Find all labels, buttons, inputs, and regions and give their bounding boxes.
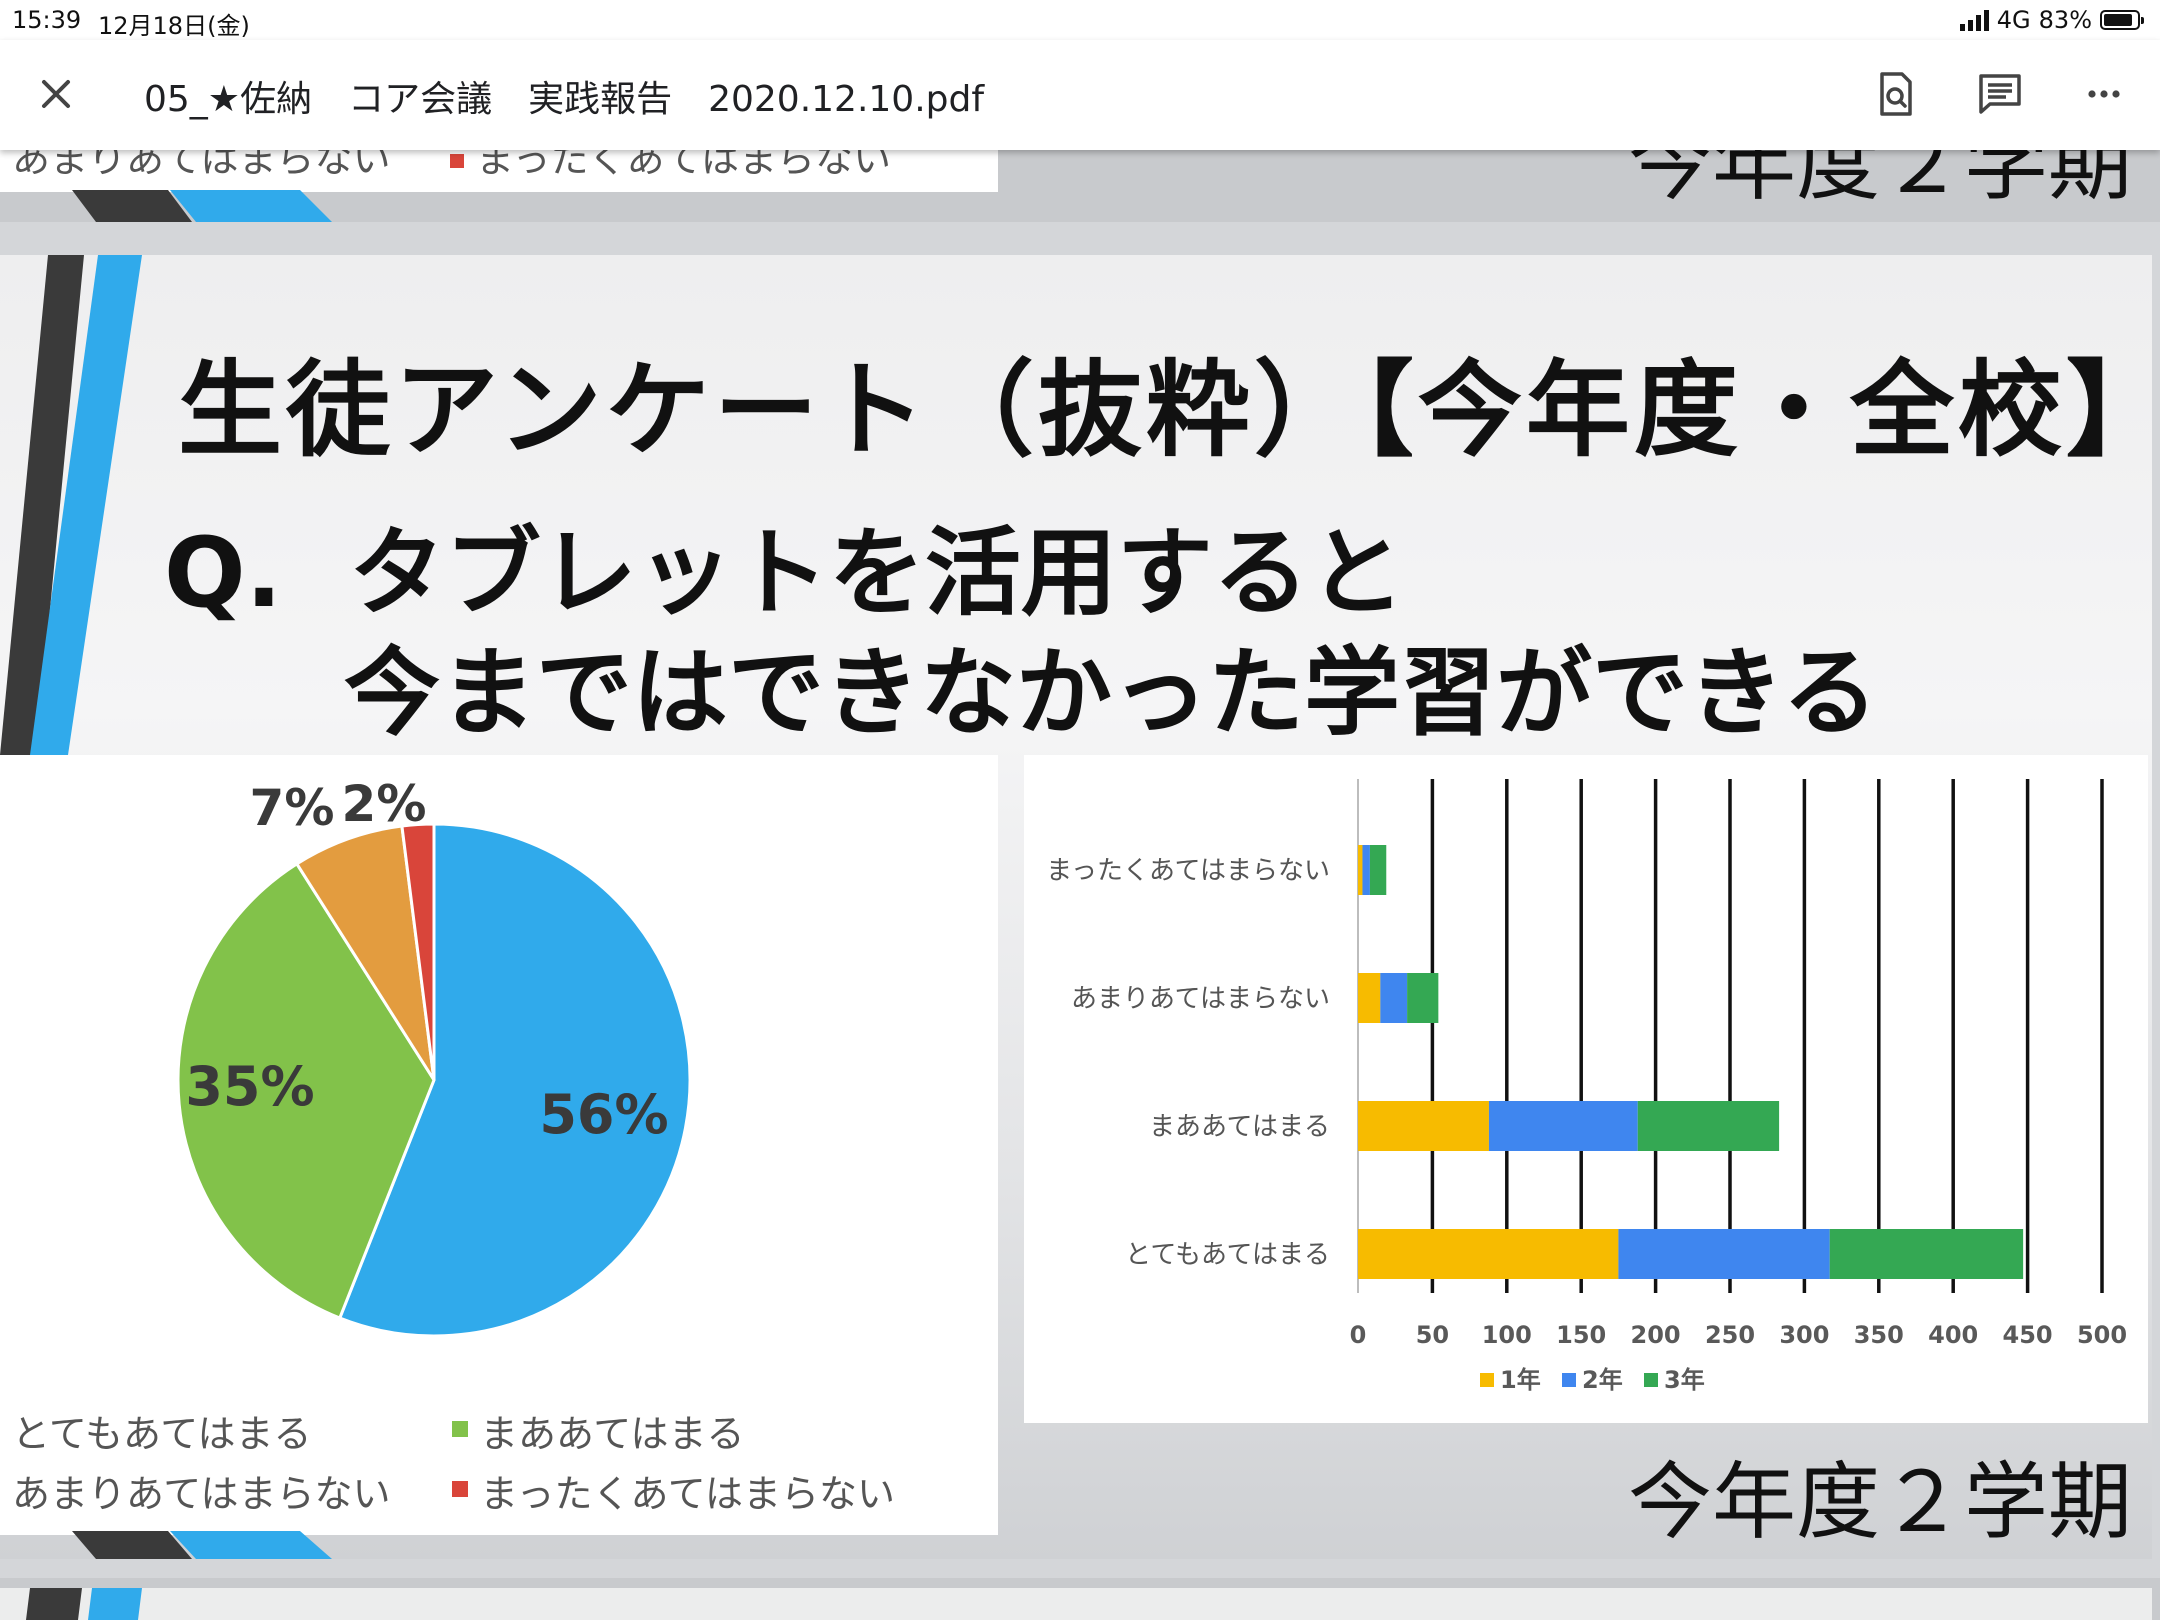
- bar-legend-label: 3年: [1664, 1366, 1705, 1394]
- y-category-label: まああてはまる: [1149, 1112, 1330, 1142]
- slide-title: 生徒アンケート（抜粋）【今年度・全校】: [178, 349, 2152, 471]
- bar-segment: [1358, 845, 1363, 895]
- x-tick-label: 50: [1416, 1321, 1449, 1349]
- pie-legend-label: とてもあてはまる: [12, 1412, 311, 1456]
- pie-data-label: 7%: [250, 779, 335, 837]
- bar-segment: [1618, 1229, 1830, 1279]
- bar-chart-panel: 0 50 100 150 200 250 300 350 400 450 500 まったくあてはまらな…: [1024, 755, 2148, 1423]
- prev-legend-panel: あまりあてはまらない まったくあてはまらない: [0, 150, 998, 192]
- x-tick-label: 200: [1631, 1321, 1681, 1349]
- x-tick-label: 150: [1556, 1321, 1606, 1349]
- bar-legend-swatch: [1480, 1373, 1494, 1387]
- prev-term-label: 今年度２学期: [1628, 114, 2133, 212]
- close-icon[interactable]: [34, 72, 78, 116]
- pie-slice: [400, 822, 436, 1081]
- slide-page: 生徒アンケート（抜粋）【今年度・全校】 Q. タブレットを活用すると 今まではで…: [0, 255, 2152, 1559]
- next-stripes: [26, 1588, 142, 1620]
- status-bar: 15:39 12月18日(金) 4G 83%: [0, 0, 2160, 40]
- question-line-2: 今まではできなかった学習ができる: [344, 637, 1879, 749]
- x-tick-label: 100: [1482, 1321, 1532, 1349]
- pie-legend-label: まったくあてはまらない: [480, 1472, 895, 1516]
- bar-legend-swatch: [1562, 1373, 1576, 1387]
- term-label: 今年度２学期: [1628, 1453, 2133, 1551]
- bar-segment: [1829, 1229, 2024, 1279]
- prev-legend-right: まったくあてはまらない: [476, 150, 891, 181]
- bar-segment: [1358, 1229, 1619, 1279]
- pie-legend-swatch: [452, 1481, 468, 1497]
- x-tick-label: 300: [1779, 1321, 1829, 1349]
- slide-bottom-stripes: [72, 1531, 332, 1559]
- bar-chart: 0 50 100 150 200 250 300 350 400 450 500 まったくあてはまらな…: [1046, 779, 2127, 1394]
- pie-legend-label: あまりあてはまらない: [12, 1472, 390, 1516]
- status-right: 4G 83%: [1959, 6, 2144, 34]
- comment-icon[interactable]: [1976, 70, 2024, 118]
- slide-stripes: [0, 255, 142, 755]
- y-category-label: とてもあてはまる: [1125, 1240, 1330, 1270]
- signal-icon: [1959, 9, 1989, 31]
- x-tick-label: 0: [1350, 1321, 1367, 1349]
- status-date: 12月18日(金): [98, 12, 250, 40]
- bar-segment: [1358, 973, 1381, 1023]
- battery-icon: [2100, 10, 2144, 30]
- next-page: [0, 1578, 2160, 1620]
- x-tick-label: 500: [2077, 1321, 2127, 1349]
- bar-segment: [1637, 1101, 1780, 1151]
- previous-page: あまりあてはまらない まったくあてはまらない 今年度２学期: [0, 150, 2160, 222]
- more-icon[interactable]: [2080, 70, 2128, 118]
- y-category-label: まったくあてはまらない: [1046, 856, 1330, 886]
- document-title: 05_★佐納 コア会議 実践報告 2020.12.10.pdf: [144, 79, 985, 120]
- pie-legend-label: まああてはまる: [480, 1412, 744, 1456]
- x-tick-label: 400: [1928, 1321, 1978, 1349]
- pie-chart-panel: 56% 35% 7% 2% とてもあてはまる まああてはまるあまりあてはまらない まったくあ…: [0, 755, 998, 1535]
- bar-legend-label: 1年: [1500, 1366, 1541, 1394]
- bar-legend-label: 2年: [1582, 1366, 1623, 1394]
- bar-segment: [1380, 973, 1408, 1023]
- pie-legend-swatch: [452, 1421, 468, 1437]
- x-tick-label: 350: [1854, 1321, 1904, 1349]
- prev-stripes: [72, 190, 332, 222]
- bar-segment: [1407, 973, 1439, 1023]
- question-line-1: Q. タブレットを活用すると: [164, 517, 1405, 629]
- prev-legend-left: あまりあてはまらない: [12, 150, 391, 181]
- bar-segment: [1362, 845, 1370, 895]
- pie-data-label: 56%: [539, 1083, 668, 1146]
- y-category-label: あまりあてはまらない: [1071, 984, 1330, 1014]
- pie-data-label: 2%: [342, 775, 427, 833]
- battery-label: 83%: [2038, 6, 2092, 34]
- network-label: 4G: [1996, 6, 2031, 34]
- x-tick-label: 250: [1705, 1321, 1755, 1349]
- pie-slice: [337, 822, 692, 1338]
- viewer-toolbar: 05_★佐納 コア会議 実践報告 2020.12.10.pdf: [0, 40, 2160, 150]
- x-tick-label: 450: [2003, 1321, 2053, 1349]
- status-time: 15:39: [12, 6, 82, 34]
- pie-slice: [294, 824, 436, 1081]
- pie-slice: [176, 861, 436, 1320]
- bar-segment: [1369, 845, 1387, 895]
- prev-legend-swatch: [450, 154, 464, 168]
- bar-segment: [1358, 1101, 1489, 1151]
- next-page-top: [0, 1588, 2152, 1620]
- search-document-icon[interactable]: [1872, 70, 1920, 118]
- pie-data-label: 35%: [185, 1055, 314, 1118]
- bar-legend-swatch: [1644, 1373, 1658, 1387]
- bar-segment: [1488, 1101, 1638, 1151]
